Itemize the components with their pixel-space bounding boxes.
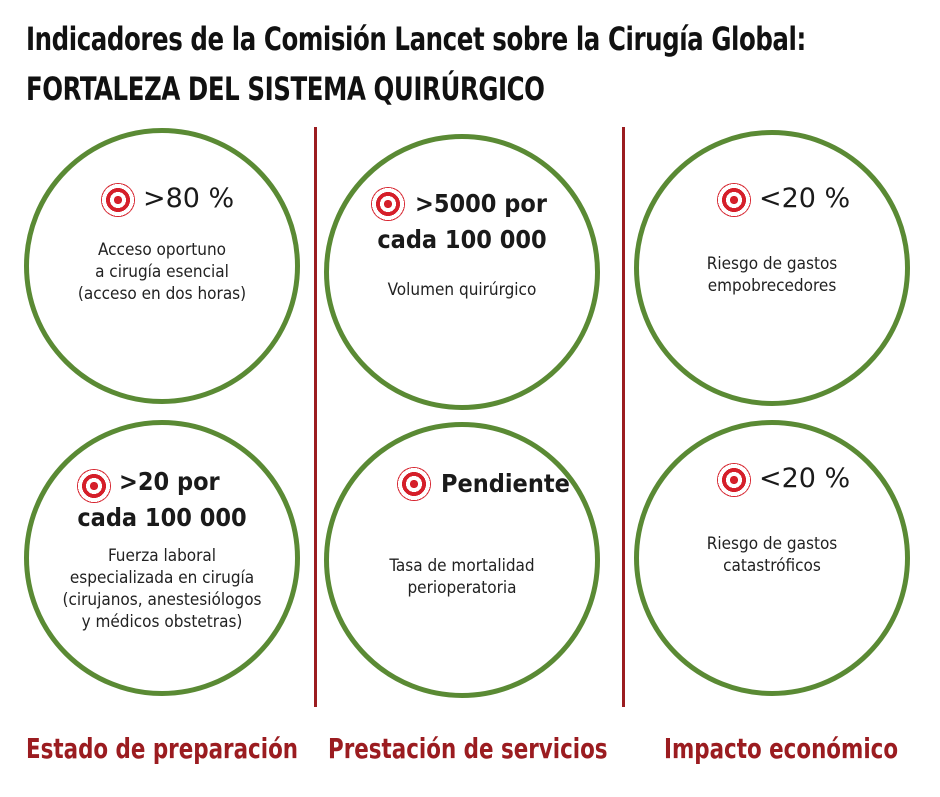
target-icon [717,463,751,497]
target-icon [371,187,405,221]
column-label-service-delivery: Prestación de servicios [328,732,608,765]
indicator-description: Tasa de mortalidad perioperatoria [389,556,535,598]
column-label-economic-impact: Impacto económico [664,732,899,765]
column-label-preparedness: Estado de preparación [26,732,299,765]
column-divider-2 [622,127,625,707]
indicator-description: Volumen quirúrgico [387,280,537,300]
indicator-description: Fuerza laboral especializada en cirugía … [62,546,262,632]
indicator-value: >80 % [143,183,235,214]
indicator-value: Pendiente [441,469,570,498]
indicator-circle-surgical-access: >80 % Acceso oportuno a cirugía esencial… [24,128,300,404]
indicator-value-line1: >5000 por [415,189,547,218]
indicator-circle-surgical-volume: >5000 por cada 100 000 Volumen quirúrgic… [324,134,600,410]
column-divider-1 [314,127,317,707]
indicator-circle-perioperative-mortality: Pendiente Tasa de mortalidad perioperato… [324,422,600,698]
target-icon [101,183,135,217]
target-icon [717,183,751,217]
indicator-circle-impoverishing-expenditure: <20 % Riesgo de gastos empobrecedores [634,130,910,406]
indicator-value: <20 % [759,463,851,494]
page-title: Indicadores de la Comisión Lancet sobre … [26,20,806,58]
indicator-circle-catastrophic-expenditure: <20 % Riesgo de gastos catastróficos [634,420,910,696]
indicator-value-line1: >20 por [119,467,220,496]
indicator-circle-workforce: >20 por cada 100 000 Fuerza laboral espe… [24,420,300,696]
indicator-description: Acceso oportuno a cirugía esencial (acce… [77,240,247,304]
target-icon [397,467,431,501]
indicator-description: Riesgo de gastos catastróficos [706,534,838,576]
indicator-description: Riesgo de gastos empobrecedores [706,254,838,296]
indicator-value-line2: cada 100 000 [377,225,547,254]
indicator-value: <20 % [759,183,851,214]
target-icon [77,469,111,503]
page-subtitle: FORTALEZA DEL SISTEMA QUIRÚRGICO [26,70,545,108]
indicator-value-line2: cada 100 000 [77,503,247,532]
